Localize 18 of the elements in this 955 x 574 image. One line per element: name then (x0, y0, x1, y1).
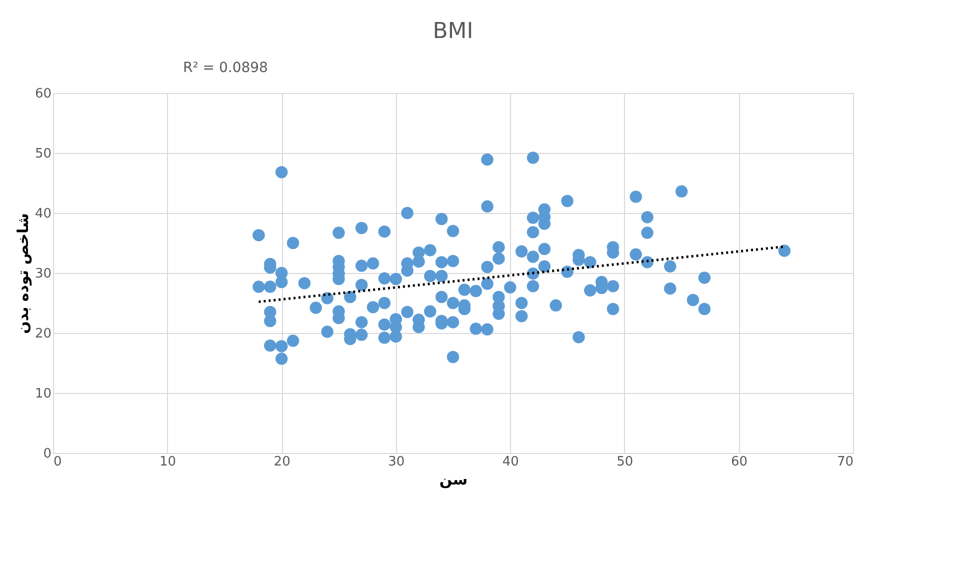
y-tick-label: 60 (34, 86, 52, 102)
y-tick-label: 40 (34, 206, 52, 222)
x-tick-label: 70 (836, 454, 854, 470)
x-tick-label: 0 (54, 454, 62, 470)
x-tick-label: 20 (274, 454, 290, 470)
x-tick-label: 40 (502, 454, 519, 470)
x-axis-title: سن (439, 470, 468, 488)
text: R² = 0.0898 (183, 60, 268, 76)
chart-title: BMI (432, 19, 474, 44)
x-tick-label: 60 (730, 454, 748, 470)
y-axis-title: شاخص توده بدن (14, 213, 32, 334)
y-tick-label: 10 (34, 386, 52, 402)
x-tick-label: 50 (616, 454, 634, 470)
x-tick-label: 30 (388, 454, 405, 470)
x-tick-label: 10 (160, 454, 176, 470)
y-tick-label: 20 (34, 326, 52, 342)
y-tick-label: 30 (34, 266, 52, 282)
y-tick-label: 50 (34, 146, 52, 162)
